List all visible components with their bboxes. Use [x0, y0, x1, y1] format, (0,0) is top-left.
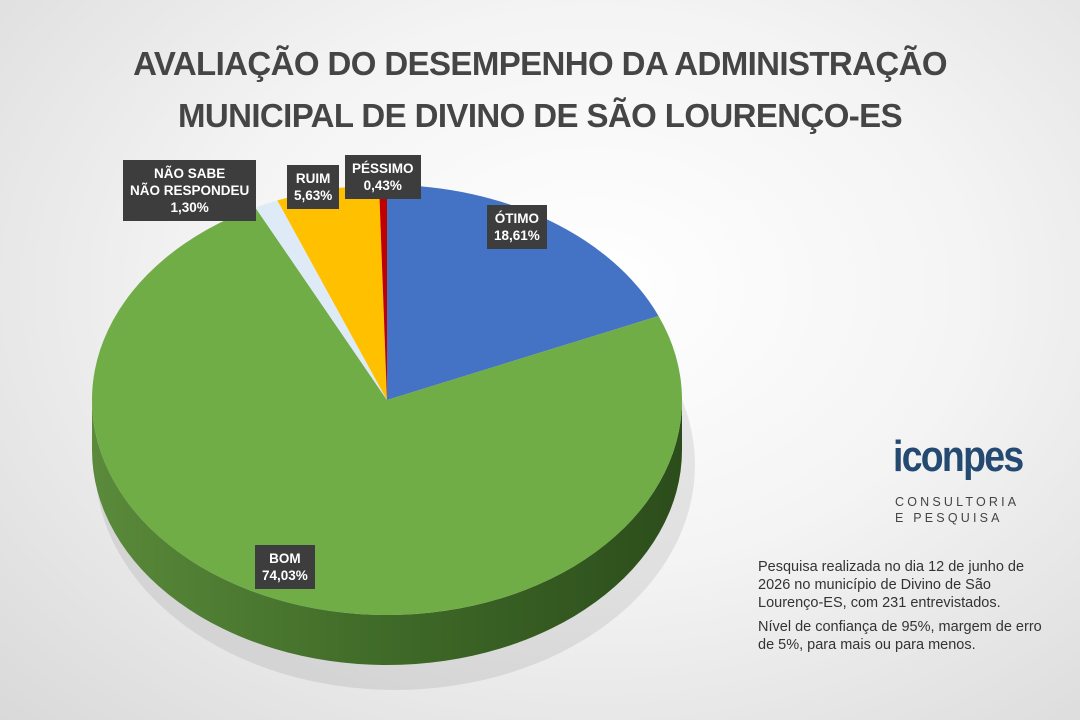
slice-label: BOM 74,03% [255, 545, 315, 589]
slice-label: ÓTIMO 18,61% [487, 205, 547, 249]
note: Pesquisa realizada no dia 12 de junho de… [758, 559, 1025, 611]
category-label: PÉSSIMO [352, 161, 414, 176]
slice-label: PÉSSIMO 0,43% [345, 155, 421, 199]
pie-slice [387, 185, 659, 400]
slice-label: RUIM 5,63% [287, 165, 340, 209]
value-label: 74,03% [262, 568, 308, 583]
category-label: ÓTIMO [494, 211, 540, 226]
pie-slice [379, 185, 387, 400]
category-label: RUIM [295, 171, 331, 186]
slice-label: NÃO SABE NÃO RESPONDEU 1,30% [123, 160, 257, 221]
pie-slice [277, 185, 387, 400]
value-label: 0,43% [363, 178, 402, 193]
note: Nível de confiança de 95%, margem de err… [758, 619, 1042, 653]
value-label: 1,30% [170, 200, 209, 215]
pie-side [92, 400, 682, 665]
notes: Pesquisa realizada no dia 12 de junho de… [758, 558, 1048, 660]
category-label: NÃO SABE NÃO RESPONDEU [130, 166, 250, 198]
value-label: 18,61% [494, 228, 540, 243]
logo-tagline: CONSULTORIA E PESQUISA [895, 495, 1020, 525]
pie-slice [255, 200, 387, 400]
pie-slice [91, 207, 682, 615]
value-label: 5,63% [294, 188, 333, 203]
category-label: BOM [269, 551, 301, 566]
logo: iconpes [893, 432, 1024, 481]
chart-title: AVALIAÇÃO DO DESEMPENHO DA ADMINISTRAÇÃO… [133, 45, 947, 134]
